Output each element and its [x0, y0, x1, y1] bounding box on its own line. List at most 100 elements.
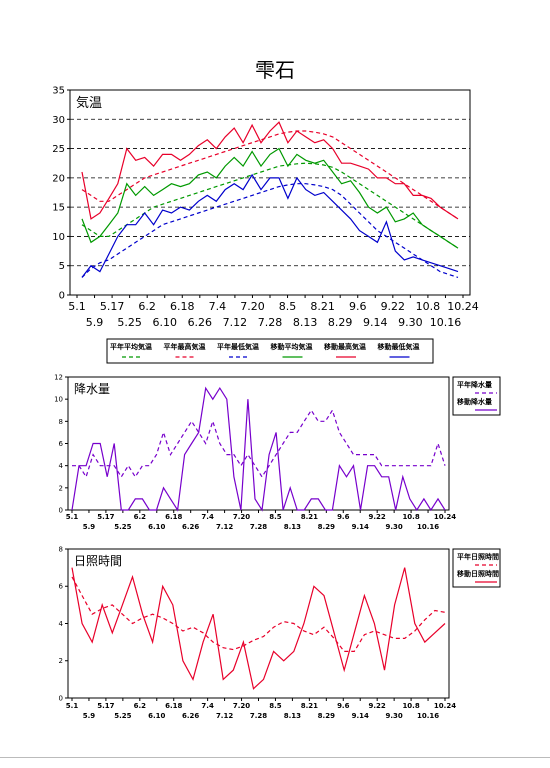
x-tick-label-12: 8.5 — [279, 300, 297, 313]
chart-title: 気温 — [76, 95, 102, 111]
x-tick-label-9: 7.12 — [216, 523, 233, 531]
x-tick-label-0: 5.1 — [66, 513, 79, 521]
series-line-1 — [71, 567, 446, 690]
x-tick-label-15: 8.29 — [318, 712, 335, 720]
legend-label-2: 平年最低気温 — [217, 342, 259, 351]
legend-label-4: 移動最高気温 — [324, 342, 366, 351]
x-tick-label-14: 8.21 — [301, 702, 318, 710]
y-tick-label-6: 12 — [54, 373, 63, 381]
series-line-1 — [71, 386, 446, 512]
legend-box — [452, 548, 501, 588]
x-tick-label-22: 10.24 — [447, 300, 479, 313]
x-tick-label-19: 9.30 — [398, 316, 423, 329]
sunshine-chart: 0 2 4 6 8 5.1 5.95.175.256.26.106.186.267.47.1… — [59, 545, 501, 720]
y-tick-label-4: 8 — [59, 418, 63, 426]
x-tick-label-4: 6.2 — [134, 702, 147, 710]
x-tick-label-8: 7.4 — [209, 300, 227, 313]
y-tick-label-3: 6 — [59, 583, 64, 591]
y-tick-label-0: 0 — [59, 506, 63, 514]
precipitation-chart: 0246810125.15.95.175.256.26.106.186.267.… — [54, 373, 501, 531]
x-tick-label-20: 10.8 — [402, 702, 419, 710]
x-tick-label-10: 7.20 — [233, 702, 250, 710]
legend-label-0: 平年平均気温 — [110, 342, 152, 351]
y-tick-label-0: 0 — [59, 291, 65, 302]
x-tick-label-19: 9.30 — [385, 712, 402, 720]
x-tick-label-2: 5.17 — [100, 300, 125, 313]
x-tick-label-4: 6.2 — [134, 513, 147, 521]
y-tick-label-1: 5 — [59, 261, 65, 272]
x-tick-label-2: 5.17 — [97, 513, 114, 521]
x-tick-label-19: 9.30 — [385, 523, 402, 531]
x-tick-label-8: 7.4 — [201, 513, 214, 521]
series-line-5 — [81, 173, 459, 278]
y-tick-label-3: 6 — [59, 440, 64, 448]
series-line-1 — [81, 130, 459, 220]
x-tick-label-11: 7.28 — [258, 316, 283, 329]
y-tick-label-5: 25 — [52, 144, 65, 155]
x-tick-label-5: 6.10 — [152, 316, 177, 329]
chart-title: 降水量 — [74, 382, 110, 396]
x-tick-label-6: 6.18 — [165, 513, 182, 521]
x-tick-label-7: 6.26 — [182, 523, 199, 531]
chart-title: 日照時間 — [74, 554, 122, 568]
x-tick-label-18: 9.22 — [381, 300, 406, 313]
x-tick-label-11: 7.28 — [250, 523, 267, 531]
x-tick-label-10: 7.20 — [240, 300, 265, 313]
page-title: 雫石 — [255, 58, 295, 82]
y-tick-label-2: 4 — [59, 620, 64, 628]
legend-label-5: 移動最低気温 — [378, 342, 420, 351]
y-tick-label-7: 35 — [52, 86, 65, 97]
x-tick-label-14: 8.21 — [301, 513, 318, 521]
x-tick-label-14: 8.21 — [310, 300, 335, 313]
x-tick-label-17: 9.14 — [352, 523, 369, 531]
y-tick-label-5: 10 — [54, 396, 63, 404]
temperature-chart: 0 5 10 15 20 25 30 35 5.15.9 5.17 5.25 6.2 6.10 6.18 6… — [52, 86, 479, 364]
legend-label-1: 移動日照時間 — [457, 569, 499, 578]
page-bottom-rule — [0, 757, 550, 758]
x-tick-label-5: 6.10 — [148, 523, 165, 531]
legend-label-3: 移動平均気温 — [271, 342, 313, 351]
x-tick-label-9: 7.12 — [223, 316, 248, 329]
x-tick-label-18: 9.22 — [369, 513, 386, 521]
x-tick-label-16: 9.6 — [337, 513, 350, 521]
x-tick-label-20: 10.8 — [416, 300, 441, 313]
x-tick-label-1: 5.9 — [83, 712, 96, 720]
x-tick-label-1: 5.9 — [86, 316, 104, 329]
y-tick-label-4: 8 — [59, 545, 63, 553]
y-tick-label-4: 20 — [52, 173, 65, 184]
x-tick-label-18: 9.22 — [369, 702, 386, 710]
x-tick-label-7: 6.26 — [182, 712, 199, 720]
x-tick-label-3: 5.25 — [114, 712, 131, 720]
x-tick-label-11: 7.28 — [250, 712, 267, 720]
legend-label-1: 移動降水量 — [457, 397, 492, 406]
x-tick-label-10: 7.20 — [233, 513, 250, 521]
y-tick-label-1: 2 — [59, 484, 63, 492]
x-tick-label-2: 5.17 — [97, 702, 114, 710]
legend-label-1: 平年最高気温 — [164, 342, 206, 351]
legend-box — [452, 376, 501, 416]
x-tick-label-8: 7.4 — [201, 702, 214, 710]
x-tick-label-21: 10.16 — [417, 523, 439, 531]
x-tick-label-15: 8.29 — [328, 316, 353, 329]
x-tick-label-7: 6.26 — [188, 316, 213, 329]
x-tick-label-6: 6.18 — [170, 300, 195, 313]
x-tick-label-17: 9.14 — [352, 712, 369, 720]
x-tick-label-17: 9.14 — [363, 316, 388, 329]
y-tick-label-1: 2 — [59, 657, 63, 665]
x-tick-label-9: 7.12 — [216, 712, 233, 720]
series-line-0 — [71, 576, 446, 653]
x-tick-label-3: 5.25 — [117, 316, 142, 329]
x-tick-label-22: 10.24 — [434, 702, 456, 710]
y-tick-label-6: 30 — [52, 115, 65, 126]
x-tick-label-0: 5.1 — [68, 300, 86, 313]
y-tick-label-3: 15 — [52, 203, 65, 214]
y-tick-label-2: 10 — [52, 232, 65, 243]
x-tick-label-13: 8.13 — [284, 712, 301, 720]
x-tick-label-4: 6.2 — [138, 300, 156, 313]
legend-box — [106, 338, 434, 364]
x-tick-label-0: 5.1 — [66, 702, 79, 710]
x-tick-label-12: 8.5 — [269, 513, 282, 521]
x-tick-label-15: 8.29 — [318, 523, 335, 531]
x-tick-label-22: 10.24 — [434, 513, 456, 521]
